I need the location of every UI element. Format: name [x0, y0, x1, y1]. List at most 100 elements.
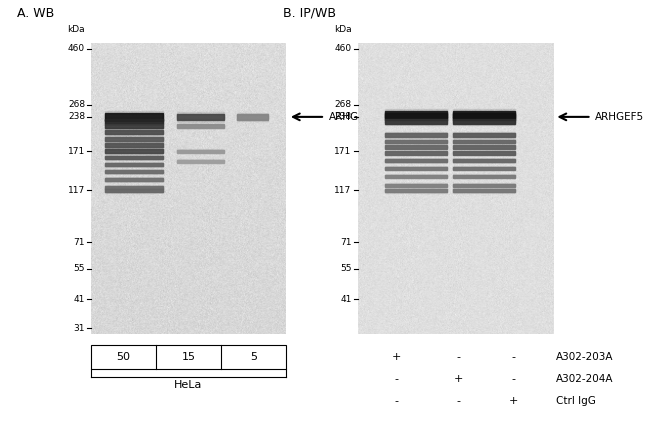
Bar — [453, 112, 515, 122]
Bar — [385, 189, 447, 192]
Bar — [453, 132, 515, 137]
Bar — [177, 159, 224, 163]
Bar — [385, 119, 447, 123]
Bar — [453, 166, 515, 170]
Bar — [385, 158, 447, 163]
Bar — [453, 112, 515, 118]
Text: 268: 268 — [335, 100, 352, 109]
Bar — [177, 112, 224, 122]
Bar — [237, 114, 268, 120]
Bar — [105, 178, 163, 181]
Bar — [385, 159, 447, 162]
Bar — [105, 142, 163, 149]
Bar — [385, 111, 447, 118]
Text: 71: 71 — [73, 238, 85, 247]
Bar — [385, 175, 447, 178]
Text: 460: 460 — [335, 44, 352, 53]
Bar — [385, 146, 447, 148]
Bar — [453, 145, 515, 149]
Bar — [177, 149, 224, 153]
Text: 5: 5 — [250, 352, 257, 362]
Bar — [453, 133, 515, 137]
Bar — [453, 114, 515, 120]
Bar — [105, 124, 163, 128]
Bar — [385, 160, 447, 162]
Text: 71: 71 — [340, 238, 352, 247]
Text: Ctrl IgG: Ctrl IgG — [556, 396, 596, 406]
Bar — [453, 119, 515, 123]
Bar — [105, 170, 163, 173]
Bar — [385, 167, 447, 169]
Text: A. WB: A. WB — [17, 6, 54, 20]
Bar — [105, 143, 163, 147]
Bar — [453, 110, 515, 120]
Text: kDa: kDa — [68, 25, 85, 34]
Bar — [385, 184, 447, 187]
Text: 31: 31 — [73, 324, 85, 333]
Text: 41: 41 — [74, 294, 85, 303]
Bar — [105, 119, 163, 123]
Text: 15: 15 — [181, 352, 196, 362]
Bar — [385, 166, 447, 170]
Bar — [385, 134, 447, 136]
Bar — [453, 140, 515, 143]
Text: -: - — [512, 374, 515, 384]
Bar — [177, 125, 224, 128]
Bar — [91, 345, 286, 369]
Text: kDa: kDa — [334, 25, 352, 34]
Bar — [177, 160, 224, 162]
Text: 238: 238 — [335, 113, 352, 122]
Bar — [453, 189, 515, 192]
Bar — [105, 137, 163, 141]
Text: 55: 55 — [340, 264, 352, 273]
Bar — [385, 175, 447, 178]
Bar — [105, 124, 163, 128]
Bar — [105, 189, 163, 192]
Bar — [105, 113, 163, 121]
Bar — [105, 155, 163, 160]
Bar — [385, 146, 447, 149]
Bar — [385, 152, 447, 154]
Bar — [385, 112, 447, 118]
Bar — [385, 113, 447, 120]
Bar — [385, 152, 447, 155]
Bar — [177, 150, 224, 152]
Bar — [385, 118, 447, 125]
Bar — [105, 149, 163, 153]
Bar — [385, 167, 447, 169]
Bar — [385, 183, 447, 187]
Bar — [105, 187, 163, 189]
Bar — [105, 171, 163, 173]
Bar — [385, 132, 447, 137]
Text: A302-204A: A302-204A — [556, 374, 614, 384]
Bar — [453, 188, 515, 193]
Bar — [177, 114, 224, 120]
Bar — [105, 156, 163, 159]
Bar — [385, 114, 447, 120]
Text: 55: 55 — [73, 264, 85, 273]
Bar — [453, 167, 515, 169]
Bar — [385, 184, 447, 186]
Bar — [177, 160, 224, 163]
Bar — [385, 151, 447, 155]
Bar — [105, 162, 163, 167]
Bar — [453, 175, 515, 178]
Bar — [453, 146, 515, 148]
Text: A302-203A: A302-203A — [556, 352, 614, 362]
Text: 117: 117 — [334, 186, 352, 195]
Text: -: - — [457, 352, 461, 362]
Bar — [105, 186, 163, 190]
Text: -: - — [457, 396, 461, 406]
Bar — [105, 178, 163, 181]
Text: 268: 268 — [68, 100, 85, 109]
Bar — [453, 151, 515, 155]
Text: +: + — [509, 396, 518, 406]
Bar — [453, 139, 515, 144]
Bar — [105, 129, 163, 135]
Bar — [453, 183, 515, 187]
Text: ARHGEF5: ARHGEF5 — [595, 112, 645, 122]
Bar — [385, 189, 447, 192]
Bar — [237, 113, 268, 121]
Bar — [453, 146, 515, 149]
Bar — [177, 150, 224, 152]
